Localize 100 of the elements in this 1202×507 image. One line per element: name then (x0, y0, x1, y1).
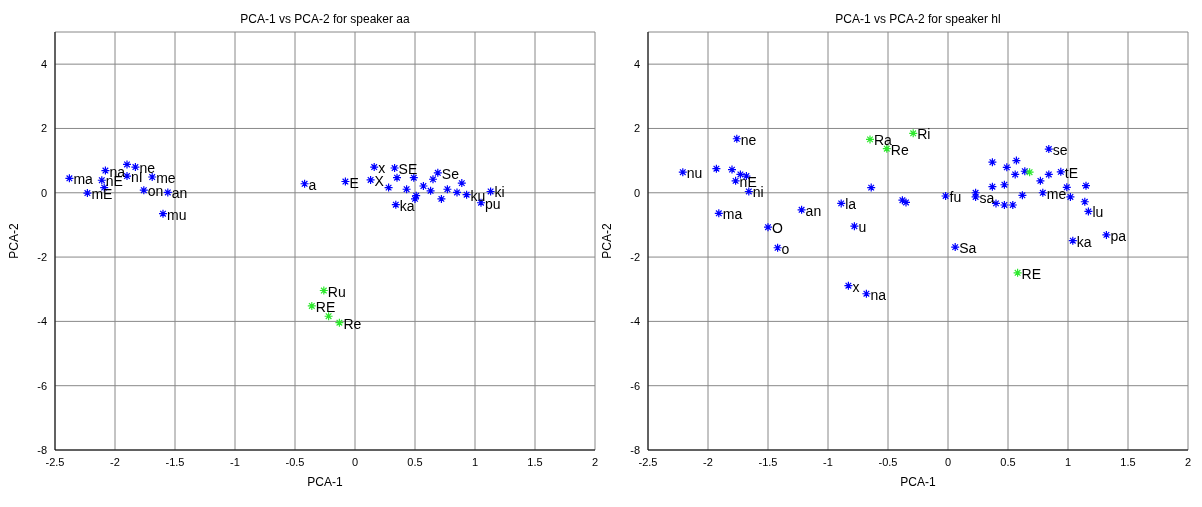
y-tick-label: 4 (40, 58, 47, 71)
y-tick-label: 2 (40, 122, 47, 135)
point (727, 165, 737, 175)
y-tick-label: -6 (630, 379, 640, 392)
annotation: ma (73, 171, 94, 188)
x-tick-label: 1 (1064, 455, 1072, 468)
y-tick-label: 4 (633, 58, 640, 71)
annotation: Se (441, 165, 460, 182)
x-axis-title: PCA-1 (307, 475, 343, 489)
point (861, 289, 871, 299)
point (711, 164, 721, 174)
annotation: ne (740, 131, 757, 148)
point (1035, 176, 1045, 186)
annotation: u (858, 219, 867, 236)
point (324, 311, 334, 321)
point (307, 301, 317, 311)
annotation: RE (315, 298, 336, 315)
point (1056, 167, 1066, 177)
point (409, 173, 419, 183)
annotation: lu (1092, 204, 1104, 221)
point (340, 176, 350, 187)
point (384, 183, 394, 193)
annotation: a (308, 176, 317, 193)
y-tick-label: -4 (37, 315, 47, 328)
x-tick-label: -1 (230, 455, 240, 468)
point (462, 190, 472, 200)
point (1101, 230, 1111, 240)
annotation: RE (1021, 265, 1042, 282)
point (678, 167, 688, 177)
x-tick-label: -2 (110, 455, 120, 468)
point (418, 181, 428, 191)
x-tick-label: 0.5 (407, 455, 423, 468)
point (849, 221, 859, 231)
annotation: o (781, 240, 790, 257)
annotation: mu (167, 206, 187, 223)
annotation: Sa (959, 240, 977, 257)
point (300, 179, 310, 189)
point (436, 194, 446, 204)
point (158, 209, 168, 219)
x-tick-label: -2 (703, 455, 713, 468)
annotation: an (805, 202, 822, 219)
y-tick-label: -8 (37, 443, 47, 456)
point (1013, 268, 1023, 278)
point (433, 168, 443, 178)
point (1062, 182, 1072, 192)
point (865, 134, 875, 144)
point (1083, 206, 1093, 217)
y-tick-label: -2 (630, 250, 640, 263)
point (882, 144, 892, 154)
point (971, 192, 981, 202)
annotation: x (852, 278, 860, 295)
x-tick-label: 0.5 (1000, 455, 1016, 468)
point (999, 200, 1009, 210)
point (843, 281, 853, 291)
annotation: ka (1076, 233, 1092, 250)
annotation: pa (1110, 227, 1127, 244)
point (457, 178, 467, 188)
y-tick-label: -8 (630, 443, 640, 456)
x-tick-label: 0 (944, 455, 952, 468)
point (1008, 200, 1018, 210)
point (390, 163, 400, 173)
point (334, 318, 344, 328)
point (1080, 197, 1090, 207)
annotation: O (772, 220, 783, 237)
point (1068, 236, 1078, 246)
point (139, 185, 149, 195)
point (773, 243, 783, 253)
y-tick-label: 0 (40, 186, 47, 199)
point (1044, 144, 1054, 154)
point (836, 198, 846, 208)
point (732, 134, 742, 144)
x-axis-title: PCA-1 (900, 475, 936, 489)
point (486, 186, 496, 197)
annotation: ki (494, 184, 505, 201)
point (392, 173, 402, 183)
x-tick-label: 2 (591, 455, 599, 468)
point (987, 157, 997, 167)
annotation: sa (979, 189, 995, 206)
y-tick-label: -6 (37, 379, 47, 392)
annotation: ku (470, 187, 486, 204)
point (428, 174, 438, 184)
y-axis-title: PCA-2 (7, 223, 22, 259)
point (901, 197, 911, 208)
point (763, 222, 773, 232)
annotation: se (1052, 142, 1068, 159)
annotation: ma (722, 206, 743, 223)
point (731, 176, 741, 186)
point (122, 159, 132, 170)
point (163, 187, 173, 198)
annotation: fu (949, 188, 962, 205)
point (426, 186, 436, 196)
annotation: me (1046, 185, 1067, 202)
annotation: Ra (874, 132, 893, 149)
point (82, 188, 92, 198)
point (452, 187, 462, 198)
annotation: tE (1064, 164, 1079, 181)
annotation: la (845, 196, 857, 213)
annotation: ka (399, 197, 415, 214)
y-tick-label: 0 (633, 186, 640, 199)
x-tick-label: -1.5 (758, 455, 778, 468)
